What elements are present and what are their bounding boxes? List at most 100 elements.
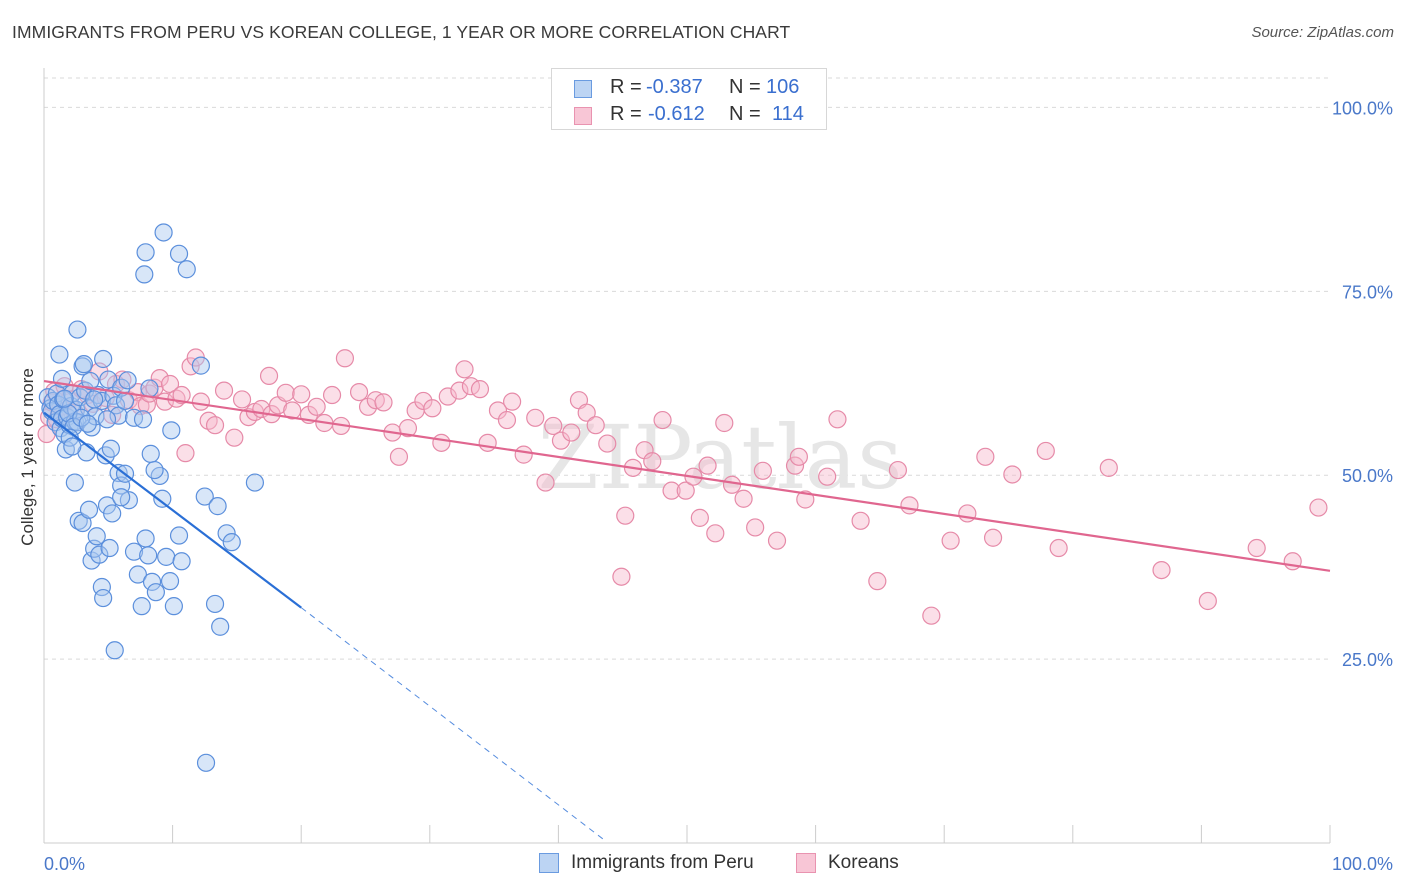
korean-point [214, 381, 234, 400]
korean-point [374, 393, 393, 412]
korean-point [577, 403, 596, 422]
peru-point [103, 504, 122, 523]
korean-point [172, 385, 191, 405]
korean-point [653, 410, 672, 430]
peru-point [92, 391, 111, 411]
korean-point [191, 392, 210, 411]
korean-point [514, 445, 533, 464]
korean-point [746, 518, 765, 537]
korean-point [389, 447, 409, 466]
peru-point [154, 223, 173, 242]
peru-point [140, 379, 159, 398]
korean-point [562, 423, 581, 442]
peru-point [63, 437, 82, 456]
gridlines [44, 77, 1330, 660]
korean-point [690, 508, 709, 527]
peru-swatch [574, 80, 592, 98]
peru-point [145, 460, 164, 480]
peru-point [177, 260, 196, 279]
korean-point [868, 572, 887, 591]
korean-point [767, 531, 787, 550]
korean-point [423, 399, 442, 418]
peru-point [124, 408, 144, 427]
legend-n-label: N = [729, 103, 761, 125]
legend-r-label: R = [610, 103, 642, 125]
korean-point [586, 416, 605, 435]
korean-point [470, 380, 490, 399]
korean-point [145, 378, 164, 397]
korean-point [888, 460, 908, 480]
korean-point [276, 383, 295, 402]
peru-legend-swatch [539, 853, 559, 873]
peru-point [87, 527, 106, 546]
peru-point [150, 466, 169, 486]
korean-trend-line [43, 379, 1331, 572]
peru-point [211, 617, 230, 636]
peru-point [50, 345, 69, 364]
peru-point [135, 265, 154, 284]
peru-point [79, 500, 99, 519]
trend-lines [43, 379, 1331, 840]
y-axis-label: College, 1 year or more [18, 368, 37, 546]
korean-point [259, 366, 279, 386]
legend-n-value: 106 [766, 76, 800, 98]
korean-point [335, 349, 355, 368]
x-tick-label: 100.0% [1332, 854, 1393, 874]
korean-point [526, 408, 545, 427]
peru-point [191, 356, 210, 375]
peru-point [157, 547, 176, 566]
korean-point [958, 504, 977, 523]
peru-point [74, 355, 93, 374]
korean-point [722, 475, 742, 494]
korean-point [715, 413, 734, 433]
korean-point [1036, 441, 1055, 461]
korean-point [789, 447, 808, 466]
peru-point [169, 526, 189, 545]
peru-point [136, 243, 155, 262]
korean-point [398, 419, 418, 438]
peru-point [55, 389, 74, 408]
peru-point [142, 572, 162, 591]
korean-point [1049, 538, 1068, 558]
peru-points [38, 223, 265, 772]
korean-point [1152, 561, 1171, 580]
korean-point [1099, 458, 1118, 477]
peru-point [68, 320, 87, 339]
peru-point [136, 529, 155, 548]
legend-n-value: 114 [772, 103, 804, 125]
korean-point [503, 392, 522, 411]
peru-point [90, 545, 109, 564]
korean-point [450, 381, 469, 400]
legend-r-value: -0.387 [646, 76, 703, 98]
peru-point [205, 594, 225, 614]
tick-labels: 25.0% 50.0% 75.0% 100.0% 0.0% 100.0% [44, 98, 1393, 874]
korean-point [643, 452, 662, 471]
korean-point [753, 461, 772, 480]
peru-point [217, 524, 236, 543]
korean-point [292, 385, 311, 404]
korean-point [181, 357, 200, 376]
peru-legend-label: Immigrants from Peru [571, 852, 754, 873]
korean-point [734, 489, 753, 508]
peru-point [146, 583, 165, 602]
korean-point [307, 397, 326, 416]
korean-point [283, 401, 302, 420]
legend-n-label: N = [729, 76, 761, 98]
peru-point [85, 390, 104, 409]
korean-point [983, 528, 1003, 547]
peru-point [162, 421, 181, 440]
korean-point [432, 433, 451, 452]
peru-point [195, 487, 214, 506]
peru-point [160, 572, 180, 591]
korean-point [598, 434, 617, 453]
peru-point [65, 473, 84, 492]
korean-point [1198, 591, 1217, 611]
korean-point [796, 490, 815, 509]
peru-point [105, 641, 124, 660]
korean-point [349, 382, 369, 402]
korean-point [322, 385, 342, 405]
korean-point [544, 416, 563, 436]
y-tick-label: 100.0% [1332, 98, 1393, 118]
peru-trend-extension [300, 607, 604, 840]
korean-point [818, 467, 837, 486]
